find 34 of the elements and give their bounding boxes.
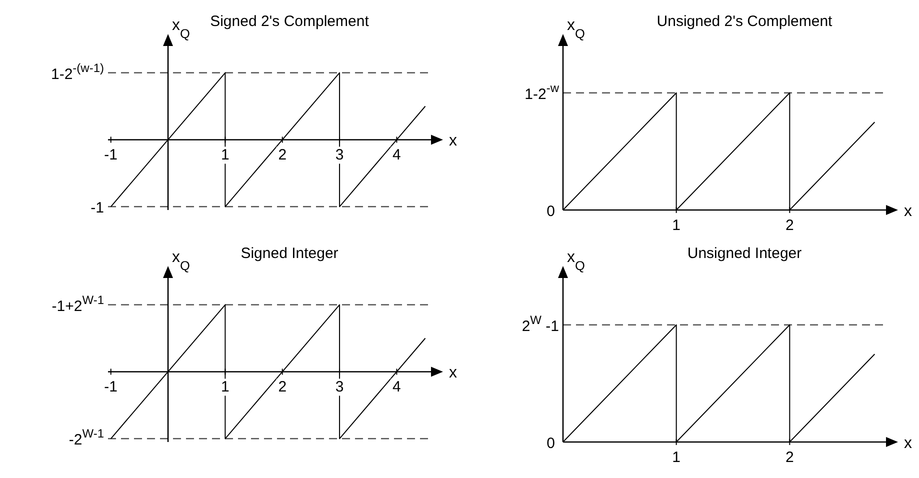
x-axis-title: x [449,132,457,150]
ref-line-label: 1-2$^{-w}$ [524,80,560,103]
annotation: 0 [546,435,555,452]
ref-line-label: 1-2$^{-(w-1)}$ [50,60,104,83]
x-tick-label: 1 [221,378,230,396]
x-tick-label: 2 [785,449,794,466]
x-tick-label: 2 [278,378,287,396]
annotation: 0 [546,203,555,220]
x-tick-label: -1 [104,146,118,164]
x-tick-label: 3 [335,378,344,396]
ref-line-label: -1 [90,200,104,217]
x-tick-label: 4 [392,146,401,164]
x-tick-label: 1 [672,449,681,466]
x-tick-label: 4 [392,378,401,396]
chart-title: Unsigned Integer [687,245,802,262]
x-tick-label: -1 [104,378,118,396]
x-tick-label: 1 [672,217,681,234]
y-axis-title: x$_{Q}$ [172,249,190,272]
ref-line-label: -2$^{W-1}$ [68,426,104,449]
x-tick-label: 2 [785,217,794,234]
x-tick-label: 3 [335,146,344,164]
x-axis-title: x [904,435,912,452]
x-axis-title: x [449,364,457,382]
x-tick-label: 2 [278,146,287,164]
y-axis-title: x$_{Q}$ [567,249,585,272]
chart-title: Unsigned 2's Complement [656,13,834,30]
chart-title: Signed 2's Complement [210,13,370,30]
ref-line-label: -1+2$^{W-1}$ [52,292,104,315]
y-axis-title: x$_{Q}$ [567,17,585,40]
x-tick-label: 1 [221,146,230,164]
chart-title: Signed Integer [240,245,338,262]
ref-line-label: 2$^{W}$ -1 [522,312,559,335]
x-axis-title: x [904,203,912,220]
y-axis-title: x$_{Q}$ [172,17,190,40]
